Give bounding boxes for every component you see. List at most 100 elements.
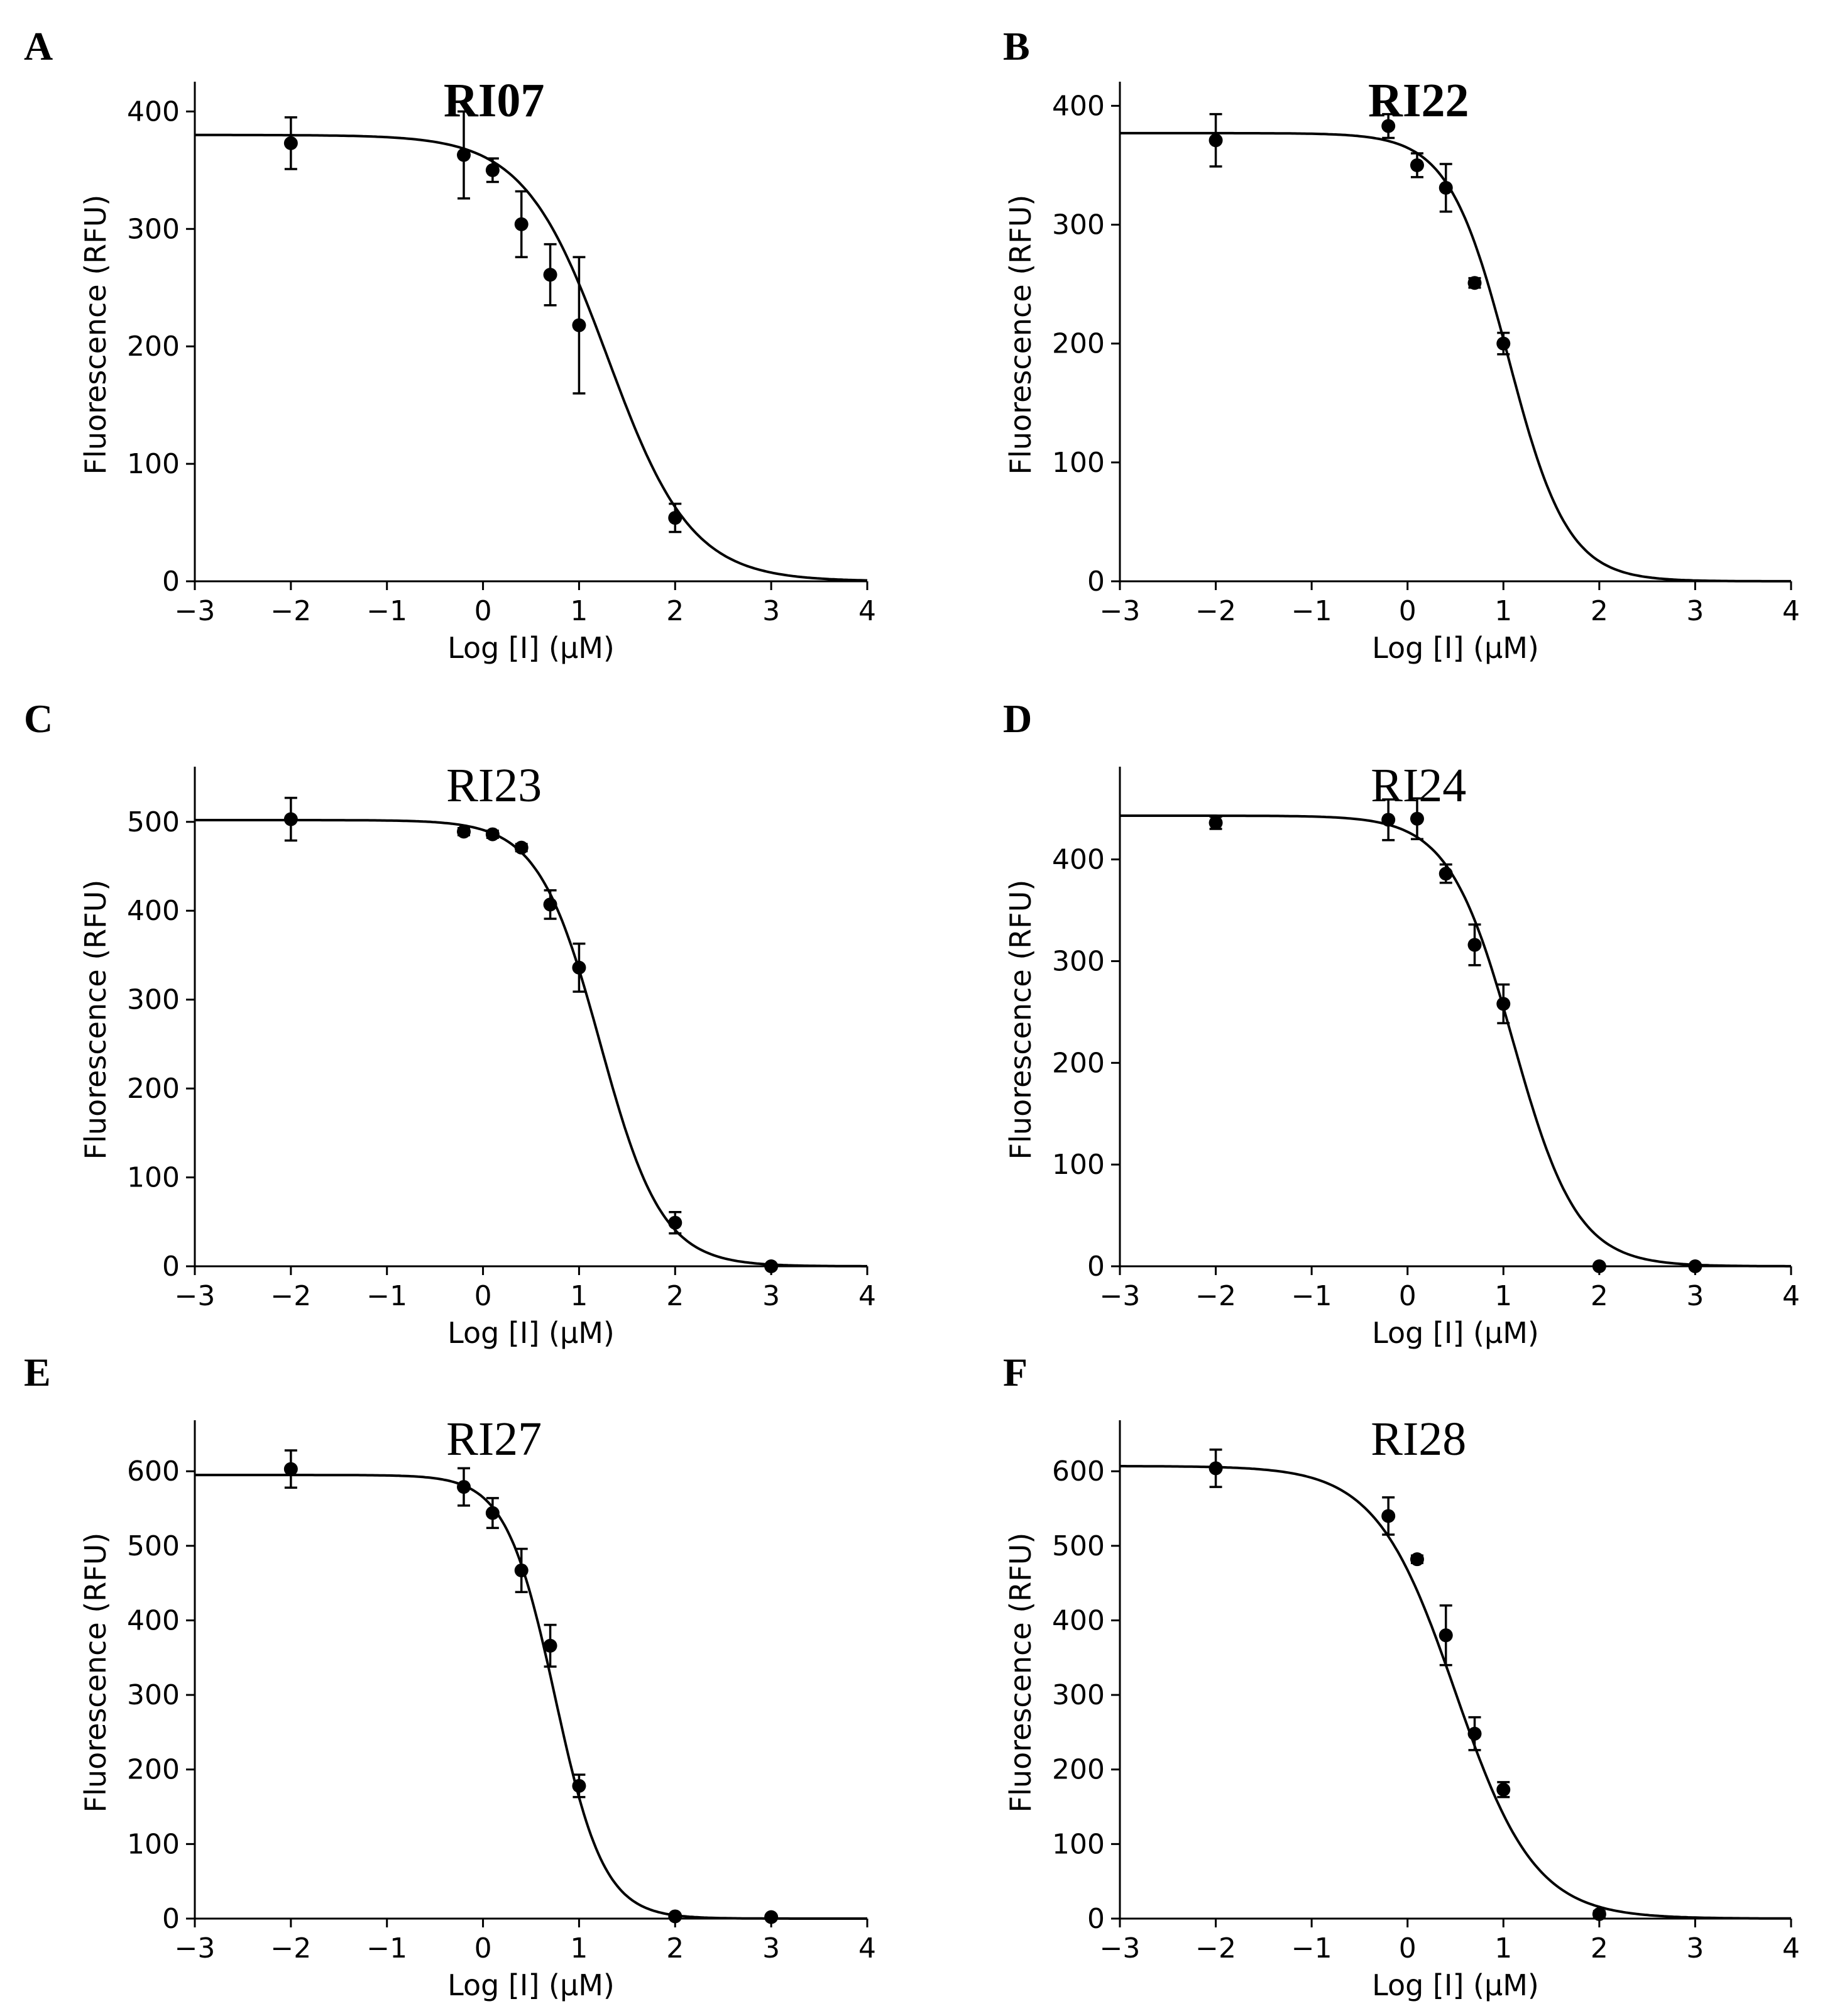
data-point — [283, 1462, 298, 1476]
x-tick-label: 4 — [1782, 1280, 1800, 1312]
y-tick-label: 100 — [1052, 447, 1105, 479]
panel-letter: E — [24, 1350, 51, 1394]
y-tick-label: 0 — [1087, 566, 1105, 598]
fit-curve — [195, 819, 867, 1268]
x-axis-label: Log [I] (μM) — [447, 1968, 615, 2002]
x-tick-label: 1 — [1494, 1932, 1512, 1964]
data-point — [668, 1909, 682, 1924]
x-tick-label: 0 — [1399, 595, 1417, 627]
y-tick-label: 400 — [127, 96, 180, 128]
data-point — [572, 318, 586, 332]
y-tick-label: 0 — [1087, 1251, 1105, 1283]
chart-panel-e: E −3 −2 −1 0 1 2 3 4 0 100 200 300 400 500 600 Log [I] (… — [24, 1350, 876, 2002]
chart-panel-c: C −3 −2 −1 0 1 2 3 4 0 100 200 300 400 500 Log [I] (μM)… — [24, 696, 876, 1350]
fit-curve — [1120, 131, 1791, 583]
data-point — [283, 136, 298, 150]
x-tick-label: 4 — [1782, 595, 1800, 627]
x-tick-label: 3 — [762, 1932, 780, 1964]
x-tick-label: 3 — [762, 1280, 780, 1312]
x-tick-label: 0 — [474, 1280, 492, 1312]
chart-title: RI07 — [444, 74, 544, 127]
data-point — [1381, 119, 1396, 133]
y-tick-label: 100 — [1052, 1828, 1105, 1860]
x-tick-label: 2 — [1591, 595, 1608, 627]
data-point — [1410, 158, 1424, 172]
y-axis-label: Fluorescence (RFU) — [1004, 195, 1038, 475]
x-tick-label: 0 — [1399, 1280, 1417, 1312]
x-tick-label: −1 — [366, 1280, 407, 1312]
data-point — [1410, 1552, 1424, 1567]
y-tick-label: 300 — [127, 984, 180, 1016]
x-tick-label: 1 — [1494, 1280, 1512, 1312]
data-point — [1381, 1509, 1396, 1523]
y-tick-label: 200 — [1052, 328, 1105, 360]
y-tick-label: 500 — [127, 806, 180, 838]
x-tick-label: 2 — [666, 1280, 684, 1312]
x-tick-label: −1 — [1291, 1932, 1332, 1964]
data-point — [1688, 1259, 1702, 1273]
y-tick-label: 300 — [127, 1679, 180, 1711]
x-tick-label: 4 — [858, 1932, 876, 1964]
y-tick-label: 400 — [127, 1604, 180, 1636]
data-point — [572, 1778, 586, 1793]
x-tick-label: 2 — [666, 1932, 684, 1964]
data-point — [485, 827, 500, 841]
x-tick-label: −2 — [1195, 595, 1236, 627]
data-point — [764, 1259, 779, 1273]
data-point — [543, 897, 557, 912]
y-tick-label: 100 — [1052, 1149, 1105, 1181]
x-tick-label: −1 — [1291, 1280, 1332, 1312]
y-tick-label: 200 — [127, 331, 180, 363]
chart-panel-d: D −3 −2 −1 0 1 2 3 4 0 100 200 300 400 Log [I] (μM) Flu… — [1003, 696, 1800, 1350]
y-tick-label: 200 — [1052, 1754, 1105, 1786]
data-point — [1496, 336, 1511, 351]
data-point — [1592, 1907, 1606, 1921]
data-point — [283, 812, 298, 826]
x-axis-label: Log [I] (μM) — [1372, 631, 1539, 665]
y-tick-label: 400 — [1052, 90, 1105, 122]
y-tick-label: 200 — [127, 1073, 180, 1105]
panel-letter: D — [1003, 696, 1032, 741]
x-tick-label: −1 — [366, 1932, 407, 1964]
data-point — [1496, 1782, 1511, 1797]
y-tick-label: 600 — [1052, 1455, 1105, 1487]
fit-curve — [1120, 1465, 1791, 1920]
y-tick-label: 400 — [127, 895, 180, 927]
x-tick-label: 4 — [1782, 1932, 1800, 1964]
x-tick-label: −1 — [366, 595, 407, 627]
x-tick-label: 2 — [1591, 1280, 1608, 1312]
x-tick-label: 3 — [762, 595, 780, 627]
data-point — [457, 824, 471, 839]
data-point — [1381, 813, 1396, 827]
x-tick-label: −2 — [1195, 1280, 1236, 1312]
data-point — [485, 1506, 500, 1520]
y-tick-label: 200 — [127, 1754, 180, 1786]
data-point — [764, 1910, 779, 1924]
x-tick-label: 3 — [1686, 1280, 1704, 1312]
x-tick-label: −2 — [1195, 1932, 1236, 1964]
data-point — [668, 1215, 682, 1230]
y-tick-label: 0 — [162, 566, 180, 598]
data-point — [1467, 938, 1482, 952]
y-tick-label: 300 — [1052, 209, 1105, 241]
data-point — [457, 148, 471, 162]
data-point — [1439, 180, 1453, 195]
x-axis-label: Log [I] (μM) — [1372, 1316, 1539, 1350]
chart-title: RI23 — [446, 759, 542, 812]
y-tick-label: 400 — [1052, 844, 1105, 876]
data-point — [668, 511, 682, 525]
x-tick-label: 0 — [1399, 1932, 1417, 1964]
data-point — [1208, 1461, 1223, 1476]
chart-title: RI27 — [446, 1413, 542, 1465]
y-tick-label: 0 — [162, 1251, 180, 1283]
x-tick-label: 2 — [666, 595, 684, 627]
x-tick-label: 4 — [858, 1280, 876, 1312]
y-tick-label: 600 — [127, 1455, 180, 1487]
x-tick-label: −3 — [175, 1932, 216, 1964]
x-tick-label: −3 — [1100, 1280, 1141, 1312]
data-point — [1496, 997, 1511, 1011]
x-tick-label: 1 — [570, 1932, 588, 1964]
x-tick-label: 1 — [1494, 595, 1512, 627]
y-tick-label: 500 — [1052, 1530, 1105, 1562]
chart-panel-f: F −3 −2 −1 0 1 2 3 4 0 100 200 300 400 500 600 Log [I] (… — [1003, 1350, 1800, 2002]
